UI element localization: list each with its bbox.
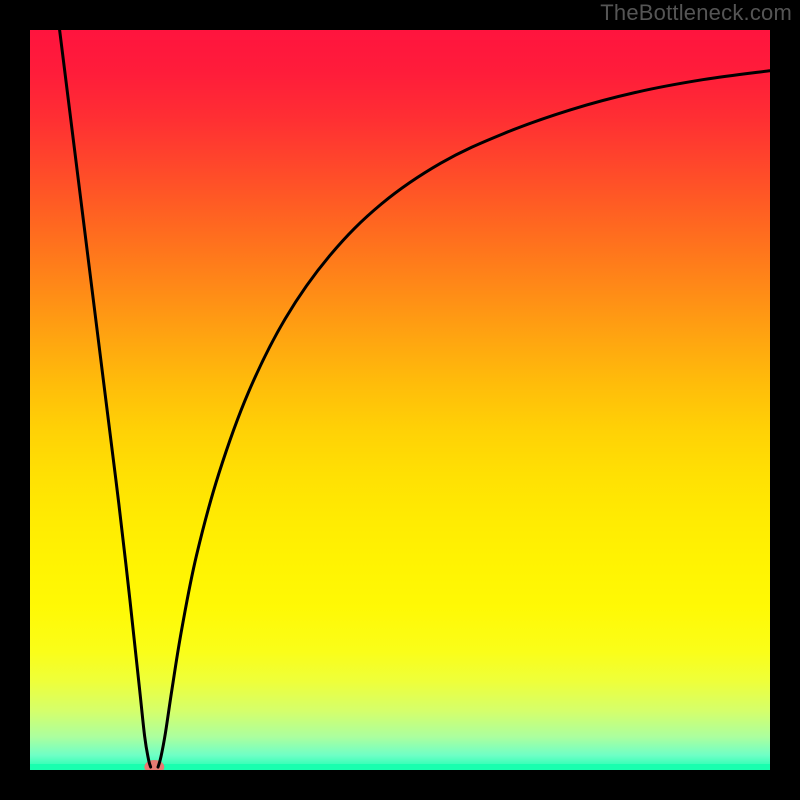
plot-background-gradient [30,30,770,770]
chart-container: TheBottleneck.com [0,0,800,800]
bottleneck-chart [0,0,800,800]
watermark-text: TheBottleneck.com [600,0,792,26]
baseline-stripe [30,764,770,770]
